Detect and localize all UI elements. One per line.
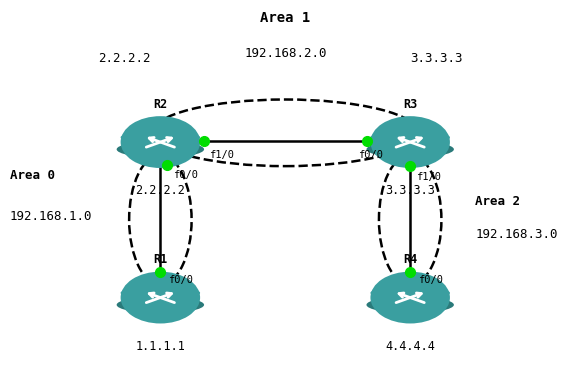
Ellipse shape xyxy=(116,297,204,313)
Ellipse shape xyxy=(116,141,204,158)
Text: 192.168.3.0: 192.168.3.0 xyxy=(475,228,558,241)
Text: f0/0: f0/0 xyxy=(417,275,442,285)
Text: 4.4.4.4: 4.4.4.4 xyxy=(385,339,435,352)
Text: R3: R3 xyxy=(403,98,417,111)
Circle shape xyxy=(120,272,200,323)
Text: f0/0: f0/0 xyxy=(173,170,198,180)
Text: R2: R2 xyxy=(153,98,167,111)
Text: Area 2: Area 2 xyxy=(475,195,521,208)
Ellipse shape xyxy=(120,130,200,144)
Text: 1.1.1.1: 1.1.1.1 xyxy=(135,339,185,352)
Text: 2.2.2.2: 2.2.2.2 xyxy=(98,52,151,65)
Text: 2.2.2.2: 2.2.2.2 xyxy=(135,184,185,197)
Text: f1/0: f1/0 xyxy=(416,172,441,182)
Text: Area 1: Area 1 xyxy=(260,11,310,25)
Text: f1/0: f1/0 xyxy=(208,150,233,160)
Text: R1: R1 xyxy=(153,253,167,266)
Text: 3.3.3.3: 3.3.3.3 xyxy=(385,184,435,197)
Text: f0/0: f0/0 xyxy=(358,150,383,160)
Ellipse shape xyxy=(120,286,200,300)
Text: Area 0: Area 0 xyxy=(10,169,55,182)
Ellipse shape xyxy=(367,297,454,313)
Text: 192.168.1.0: 192.168.1.0 xyxy=(10,210,93,223)
Text: 192.168.2.0: 192.168.2.0 xyxy=(244,47,327,60)
Ellipse shape xyxy=(371,130,450,144)
Ellipse shape xyxy=(367,141,454,158)
Ellipse shape xyxy=(371,286,450,300)
Circle shape xyxy=(371,116,450,168)
Text: f0/0: f0/0 xyxy=(168,275,193,285)
Circle shape xyxy=(371,272,450,323)
Circle shape xyxy=(120,116,200,168)
Text: 3.3.3.3: 3.3.3.3 xyxy=(410,52,463,65)
Text: R4: R4 xyxy=(403,253,417,266)
